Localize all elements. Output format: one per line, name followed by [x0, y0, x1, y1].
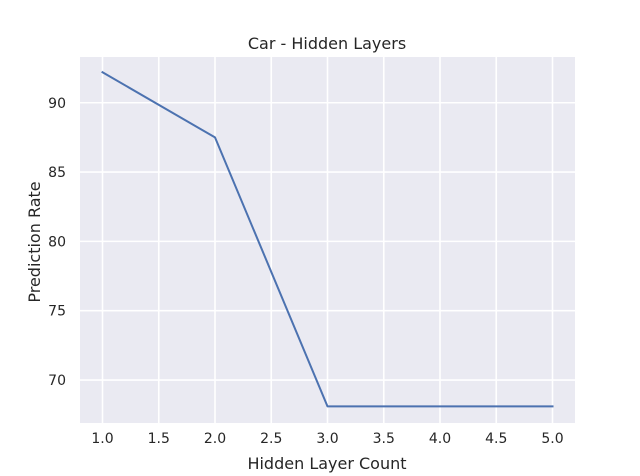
series-line	[101, 70, 554, 408]
grid-lines	[80, 57, 575, 423]
x-tick-label: 2.0	[204, 431, 226, 447]
y-tick-label: 85	[48, 165, 66, 181]
x-tick-label: 4.0	[429, 431, 451, 447]
y-tick-label: 80	[48, 234, 66, 250]
y-tick-label: 90	[48, 96, 66, 112]
x-tick-label: 1.5	[148, 431, 170, 447]
y-tick-labels: 70 75 80 85 90	[48, 96, 66, 389]
x-tick-label: 4.5	[485, 431, 507, 447]
x-tick-labels: 1.0 1.5 2.0 2.5 3.0 3.5 4.0 4.5 5.0	[91, 431, 563, 447]
x-tick-label: 5.0	[541, 431, 563, 447]
x-tick-label: 3.5	[373, 431, 395, 447]
series-layer	[101, 70, 554, 408]
x-tick-label: 1.0	[91, 431, 113, 447]
x-tick-label: 3.0	[316, 431, 338, 447]
y-tick-label: 70	[48, 373, 66, 389]
x-tick-label: 2.5	[260, 431, 282, 447]
y-axis-label: Prediction Rate	[25, 181, 44, 302]
y-tick-label: 75	[48, 304, 66, 320]
x-axis-label: Hidden Layer Count	[247, 454, 406, 473]
chart-title: Car - Hidden Layers	[248, 34, 406, 53]
